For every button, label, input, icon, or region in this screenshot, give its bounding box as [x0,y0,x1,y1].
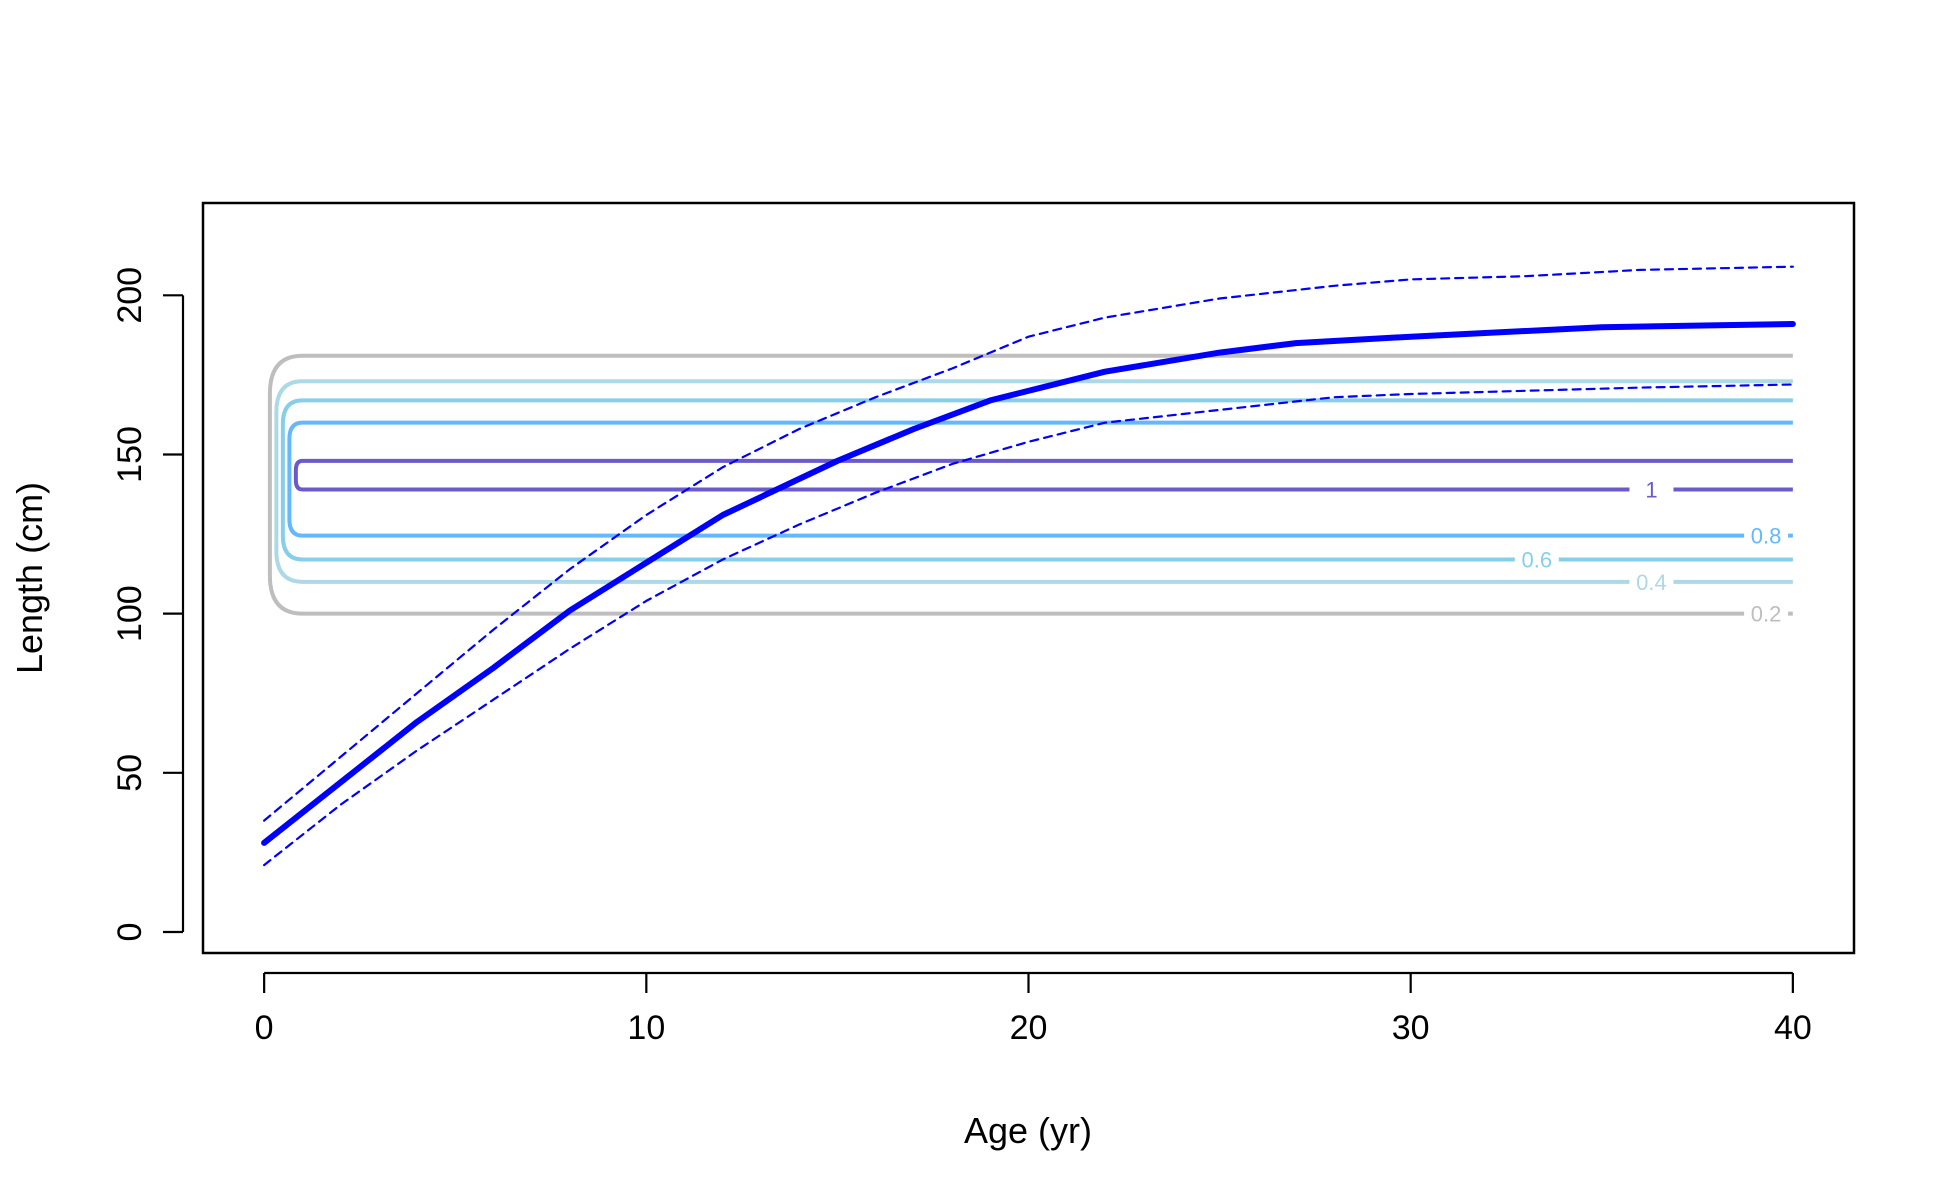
contour-label-0.6: 0.6 [1521,548,1552,573]
contour-line-0.2 [267,353,1793,616]
x-axis-label: Age (yr) [964,1110,1092,1151]
contour-label-gap-0.6 [1514,547,1559,572]
y-tick-label-100: 100 [111,585,149,642]
y-tick-label-150: 150 [111,426,149,483]
contour-label-1: 1 [1645,478,1657,503]
x-tick-label-10: 10 [627,1009,665,1047]
x-tick-label-40: 40 [1774,1009,1812,1047]
y-tick-label-0: 0 [111,923,149,942]
series-line-upper [263,265,1795,822]
contour-line-0.6 [280,398,1793,562]
contour-label-0.4: 0.4 [1636,570,1667,595]
series-layer [261,265,1796,867]
contour-label-0.2: 0.2 [1751,602,1782,627]
x-axis: 0 10 20 30 40 [255,971,1812,1047]
series-line-mean [261,321,1796,846]
y-tick-label-200: 200 [111,267,149,324]
contour-label-gap-0.4 [1629,569,1674,594]
contour-line-1 [293,458,1793,492]
series-line-lower [263,383,1795,867]
y-tick-label-50: 50 [111,754,149,792]
contour-label-gap-0.2 [1744,601,1789,626]
x-tick-label-30: 30 [1392,1009,1430,1047]
x-tick-label-0: 0 [255,1009,274,1047]
y-axis-label: Length (cm) [9,482,50,674]
contour-layer: 0.2 0.4 0.6 0.8 1 [267,353,1793,627]
contour-line-0.4 [274,379,1793,584]
contour-line-0.8 [287,420,1793,538]
contour-label-gap-1 [1629,477,1674,502]
contour-label-gap-0.8 [1744,523,1789,548]
plot-frame [201,201,1856,955]
x-tick-label-20: 20 [1010,1009,1048,1047]
contour-label-0.8: 0.8 [1751,524,1782,549]
y-axis: 0 50 100 150 200 [111,267,185,942]
